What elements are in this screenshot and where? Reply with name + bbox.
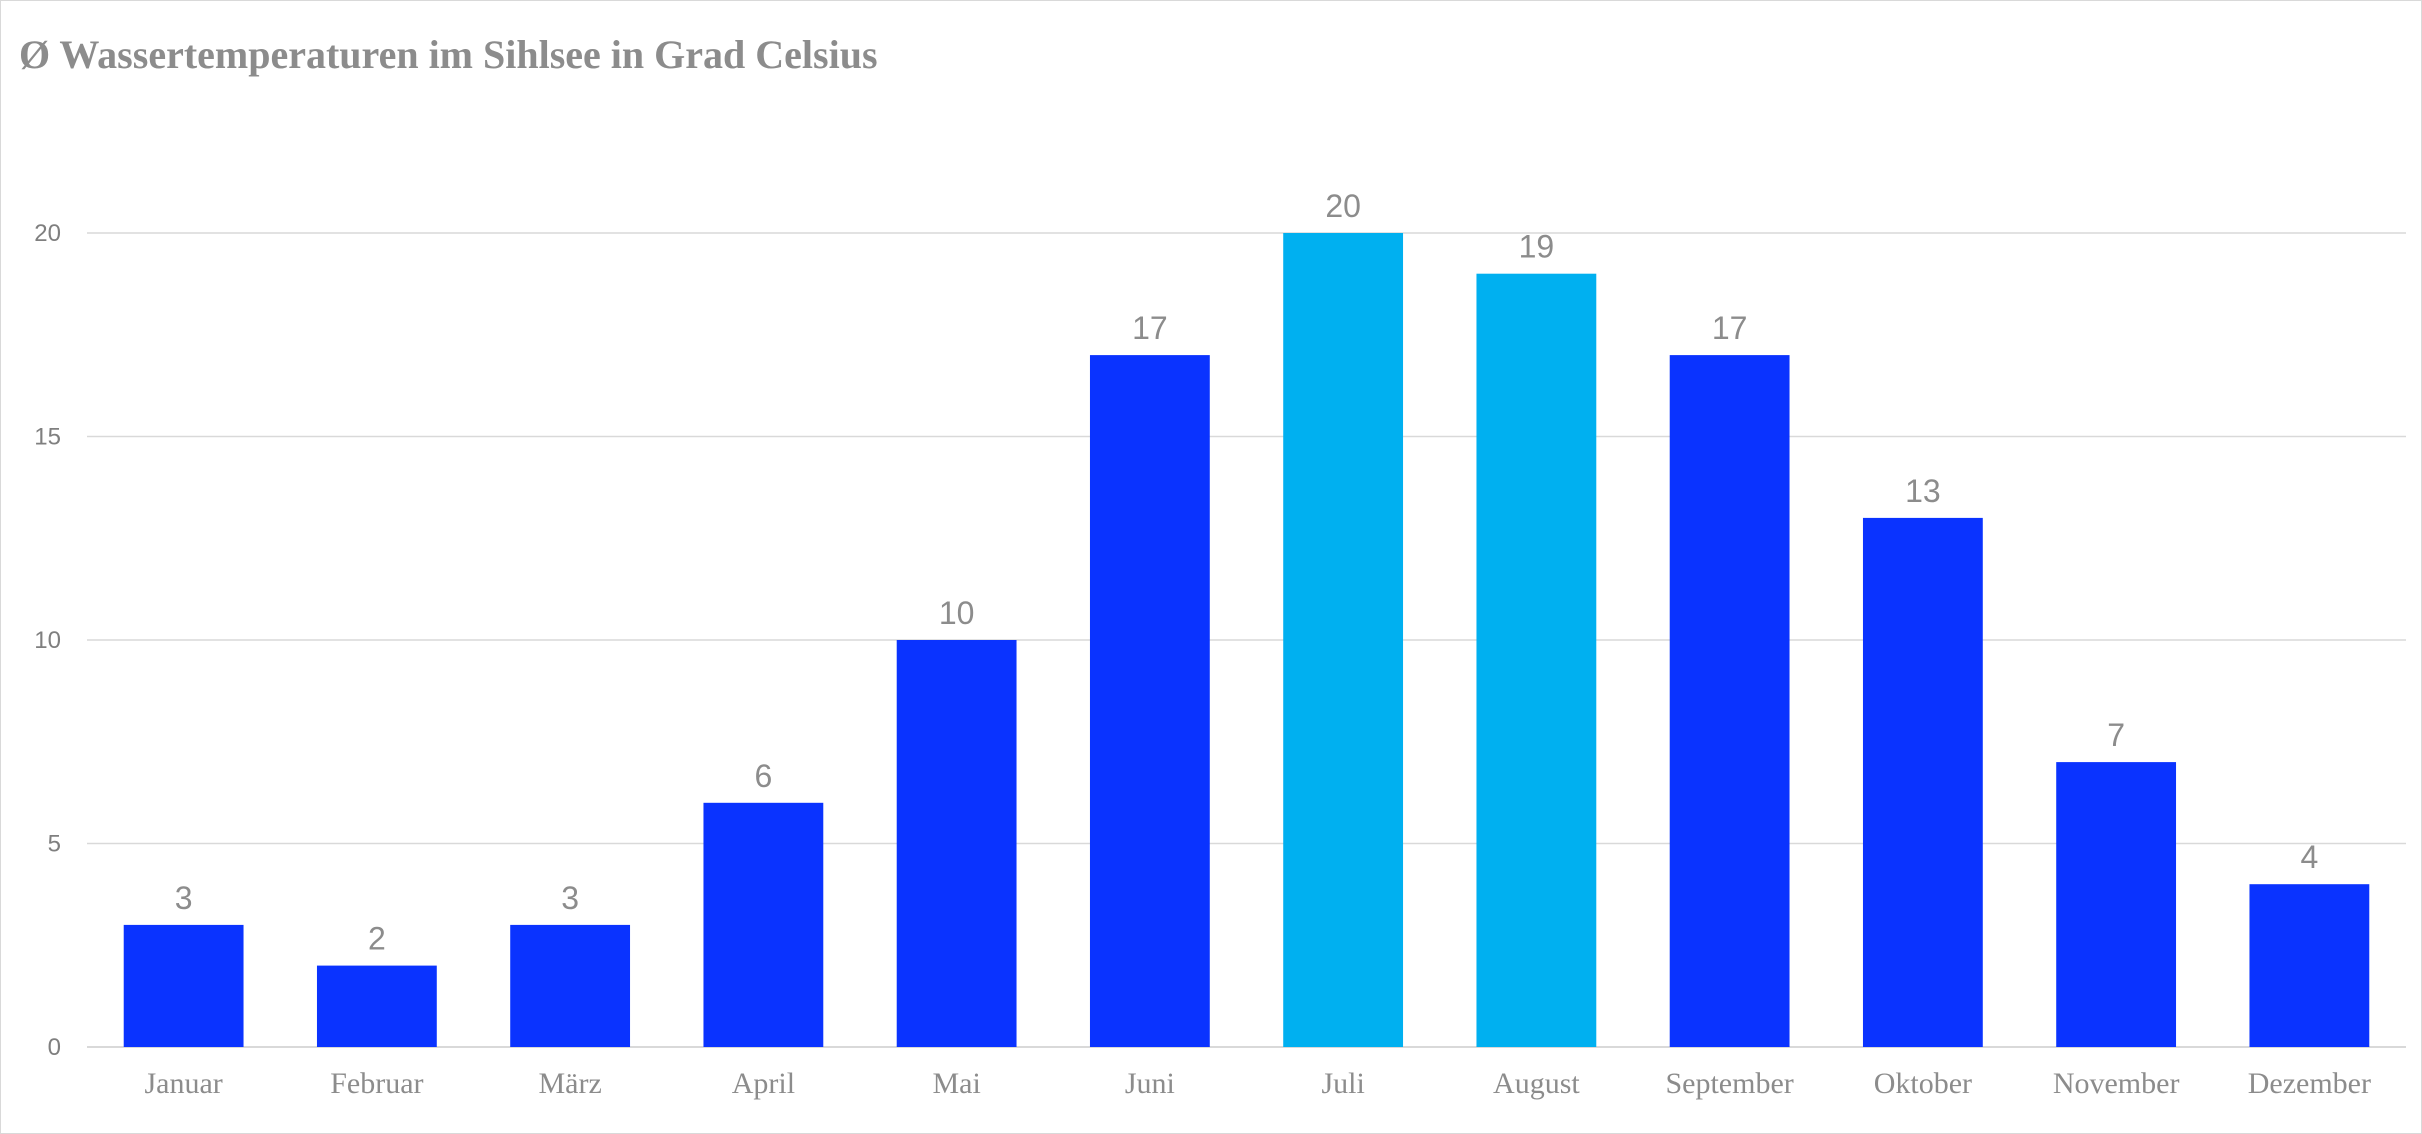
data-label: 10 [939, 595, 975, 631]
bar-september [1669, 355, 1790, 1048]
data-label: 17 [1132, 310, 1168, 346]
data-label: 7 [2107, 717, 2125, 753]
bar-dezember [2249, 884, 2370, 1047]
data-label: 19 [1519, 229, 1555, 265]
x-tick-label: Januar [144, 1067, 222, 1100]
y-axis-ticks: 0 5 10 15 20 [34, 220, 61, 1061]
x-tick-label: März [538, 1067, 601, 1100]
x-tick-label: Februar [330, 1067, 423, 1100]
x-tick-label: September [1665, 1067, 1793, 1100]
data-label: 13 [1905, 473, 1941, 509]
bar-januar [123, 924, 244, 1047]
bar-juli [1283, 233, 1404, 1047]
x-axis-ticks: Januar Februar März April Mai Juni Juli August S… [144, 1067, 2371, 1100]
x-tick-label: Mai [932, 1067, 980, 1100]
y-tick-label: 0 [48, 1034, 61, 1061]
bar-mai [896, 640, 1017, 1047]
bar-februar [316, 965, 437, 1047]
data-label: 4 [2300, 839, 2318, 875]
y-tick-label: 5 [48, 831, 61, 858]
bar-märz [510, 924, 631, 1047]
data-label: 6 [754, 758, 772, 794]
data-label: 17 [1712, 310, 1748, 346]
x-tick-label: August [1493, 1067, 1580, 1100]
x-tick-label: Oktober [1874, 1067, 1972, 1100]
bar-november [2056, 762, 2177, 1047]
data-labels: 3 2 3 6 10 17 20 19 17 13 7 4 [175, 188, 2319, 957]
data-label: 3 [561, 880, 579, 916]
bar-juni [1089, 355, 1210, 1048]
data-label: 2 [368, 921, 386, 957]
y-tick-label: 15 [34, 424, 61, 451]
data-label: 3 [175, 880, 193, 916]
x-tick-label: April [732, 1067, 795, 1100]
bar-august [1476, 273, 1597, 1047]
chart-title: Ø Wassertemperaturen im Sihlsee in Grad … [19, 32, 878, 77]
bar-april [703, 802, 824, 1047]
y-tick-label: 20 [34, 220, 61, 247]
y-tick-label: 10 [34, 627, 61, 654]
x-tick-label: Juni [1125, 1067, 1175, 1100]
x-tick-label: Dezember [2248, 1067, 2371, 1100]
x-tick-label: November [2053, 1067, 2180, 1100]
x-tick-label: Juli [1321, 1067, 1364, 1100]
data-label: 20 [1325, 188, 1361, 224]
bar-oktober [1862, 517, 1983, 1047]
bars [123, 233, 2370, 1048]
gridlines [87, 232, 2406, 1048]
